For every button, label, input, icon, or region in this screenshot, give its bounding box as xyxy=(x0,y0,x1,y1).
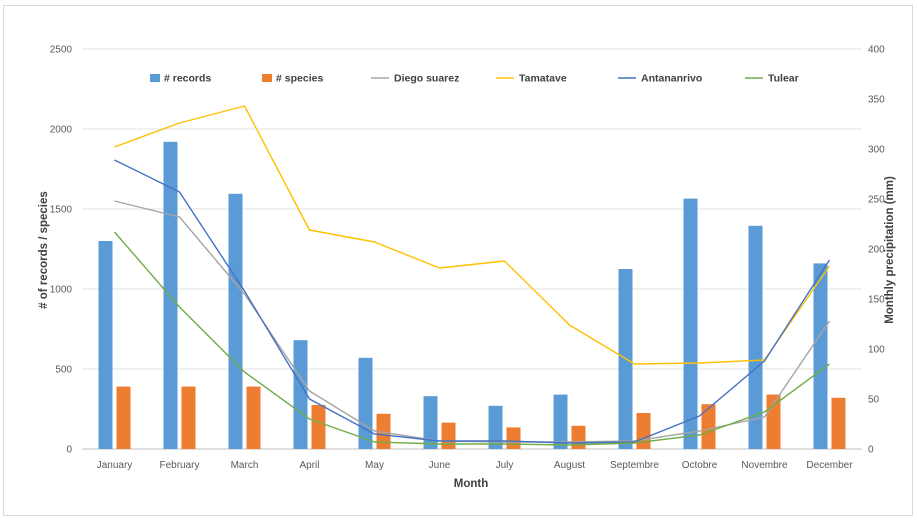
bar xyxy=(506,427,521,449)
x-tick-label: June xyxy=(429,460,451,471)
bar xyxy=(636,413,651,449)
x-tick-label: February xyxy=(159,460,199,471)
bar xyxy=(163,141,178,450)
y-tick-label-left: 1500 xyxy=(50,205,73,216)
legend-swatch xyxy=(262,74,272,82)
series-line xyxy=(114,159,831,444)
series-line xyxy=(114,200,831,443)
legend-label: # records xyxy=(164,73,211,85)
x-tick-label: August xyxy=(554,460,585,471)
y-tick-label-left: 0 xyxy=(66,445,72,456)
y-tick-label-right: 400 xyxy=(868,45,885,56)
bar xyxy=(683,198,698,449)
x-tick-label: Septembre xyxy=(610,460,659,471)
bar xyxy=(358,357,373,449)
y-tick-label-left: 1000 xyxy=(50,285,73,296)
legend: # records # species Diego suarez Tamatave An… xyxy=(150,73,799,85)
bar xyxy=(831,397,846,449)
gridlines xyxy=(82,48,862,450)
bar xyxy=(748,225,763,449)
y-tick-label-left: 500 xyxy=(55,365,72,376)
bar xyxy=(488,405,503,449)
bar xyxy=(228,193,243,449)
bar xyxy=(246,386,261,449)
x-tick-label: April xyxy=(299,460,319,471)
y-tick-label-right: 200 xyxy=(868,245,885,256)
bar xyxy=(376,413,391,449)
series-line xyxy=(113,231,830,446)
bar xyxy=(441,422,456,449)
bar xyxy=(181,386,196,449)
series-line xyxy=(114,105,831,365)
bars xyxy=(98,141,846,450)
x-axis-title: Month xyxy=(454,478,488,490)
y-tick-label-right: 0 xyxy=(868,445,874,456)
legend-swatch xyxy=(150,74,160,82)
y-axis-title-right: Monthly precipitation (mm) xyxy=(884,176,896,324)
legend-label: # species xyxy=(276,73,323,85)
x-tick-label: Novembre xyxy=(741,460,788,471)
y-tick-label-right: 50 xyxy=(868,395,880,406)
x-tick-label: July xyxy=(496,460,514,471)
bar xyxy=(701,404,716,449)
y-tick-label-right: 350 xyxy=(868,95,885,106)
bar xyxy=(423,396,438,449)
lines xyxy=(113,105,831,446)
bar xyxy=(116,386,131,449)
bar xyxy=(553,394,568,449)
bar xyxy=(311,405,326,449)
tick-labels: 0 500 1000 1500 2000 2500 0 50 100 150 200 250 300 35… xyxy=(50,45,885,472)
bar xyxy=(98,241,113,449)
legend-label: Antananrivo xyxy=(641,73,702,85)
x-tick-label: May xyxy=(365,460,384,471)
legend-label: Tulear xyxy=(768,73,799,85)
y-tick-label-right: 250 xyxy=(868,195,885,206)
legend-label: Tamatave xyxy=(519,73,567,85)
x-tick-label: December xyxy=(806,460,853,471)
x-tick-label: January xyxy=(97,460,133,471)
y-tick-label-right: 150 xyxy=(868,295,885,306)
chart-frame xyxy=(3,5,913,516)
legend-label: Diego suarez xyxy=(394,73,459,85)
y-tick-label-right: 300 xyxy=(868,145,885,156)
x-tick-label: March xyxy=(231,460,259,471)
bar xyxy=(293,340,308,449)
y-axis-title-left: # of records / species xyxy=(38,191,50,309)
x-tick-label: Octobre xyxy=(682,460,718,471)
y-tick-label-right: 100 xyxy=(868,345,885,356)
y-tick-label-left: 2500 xyxy=(50,45,73,56)
bar xyxy=(813,263,828,449)
y-tick-label-left: 2000 xyxy=(50,125,73,136)
